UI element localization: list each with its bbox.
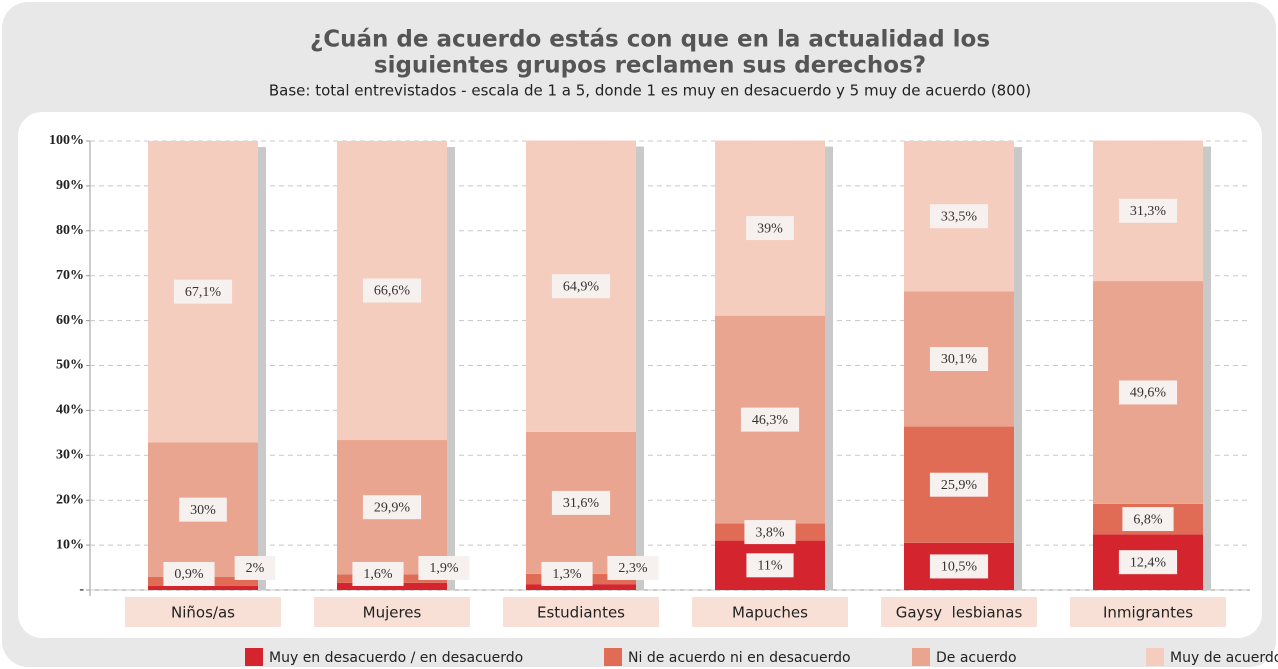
bar-shadow [447,147,455,590]
y-tick-label: 90% [56,178,84,193]
x-tick-label: Gaysy lesbianas [896,604,1023,622]
value-label: 31,3% [1130,204,1167,219]
y-tick-label: 20% [56,492,84,507]
value-label: 1,6% [363,567,393,582]
legend-label: Ni de acuerdo ni en desacuerdo [628,650,851,666]
category-box [314,597,470,627]
bar-shadow [636,146,644,590]
x-tick-label: Mujeres [363,604,422,622]
bar-shadow [1014,147,1022,590]
bar-shadow [258,147,266,590]
value-label: 33,5% [941,209,978,224]
value-label-box [163,562,215,586]
value-label: 6,8% [1133,512,1163,527]
y-tick-label: 30% [56,448,84,463]
value-label-box [173,279,233,304]
x-tick-label: Mapuches [732,604,808,622]
value-label-box [746,216,794,241]
x-tick-label: Niños/as [171,604,235,622]
value-label: 39% [757,221,783,236]
value-label-box [362,278,422,303]
y-tick-label: - [79,582,84,597]
value-label-box [929,346,989,371]
value-label: 30,1% [941,352,978,367]
x-tick-label: Estudiantes [537,604,625,622]
value-label-box [352,562,404,586]
value-label-box [607,556,659,580]
legend-label: Muy en desacuerdo / en desacuerdo [269,650,523,666]
value-label: 66,6% [374,284,411,299]
legend-label: Muy de acuerdo [1170,650,1278,666]
value-label: 46,3% [752,413,789,428]
y-tick-label: 10% [56,537,84,552]
value-label: 3,8% [755,525,785,540]
bar-segment [337,582,447,590]
value-label: 11% [757,559,782,574]
value-label-box [740,407,800,432]
value-label: 29,9% [374,500,411,515]
bar-shadow [825,146,833,590]
value-label: 49,6% [1130,386,1167,401]
value-label: 12,4% [1130,555,1167,570]
value-label-box [746,553,794,578]
value-label: 10,5% [941,560,978,575]
chart-subtitle: Base: total entrevistados - escala de 1 … [269,82,1031,100]
value-label-box [551,490,611,515]
value-label: 25,9% [941,478,978,493]
legend-label: De acuerdo [936,650,1017,666]
y-tick-label: 70% [56,268,84,283]
value-label-box [551,274,611,299]
y-tick-label: 100% [49,133,84,148]
category-box [125,597,281,627]
value-label: 1,3% [552,567,582,582]
value-label-box [362,495,422,520]
y-tick-label: 40% [56,403,84,418]
value-label: 64,9% [563,279,600,294]
value-label-box [1118,380,1178,405]
value-label: 31,6% [563,496,600,511]
value-label-box [541,562,593,586]
bar-shadow [1203,146,1211,590]
x-tick-label: Inmigrantes [1103,604,1193,622]
value-label-box [744,520,796,545]
value-label-box [1118,198,1178,223]
y-tick-label: 60% [56,313,84,328]
category-box [1070,597,1226,627]
legend-swatch [245,648,263,666]
legend-swatch [604,648,622,666]
value-label: 2% [246,561,265,576]
value-label: 0,9% [174,567,204,582]
category-box [692,597,848,627]
value-label: 1,9% [429,561,459,576]
bar-segment [148,585,258,590]
category-box [503,597,659,627]
value-label-box [418,556,470,580]
value-label: 67,1% [185,285,222,300]
legend-swatch [912,648,930,666]
value-label-box [1122,507,1174,532]
value-label-box [929,204,989,229]
value-label-box [929,472,989,497]
value-label-box [234,556,276,580]
y-tick-label: 80% [56,223,84,238]
value-label-box [1118,550,1178,575]
value-label-box [929,554,989,579]
y-tick-label: 50% [56,358,84,373]
legend-swatch [1146,648,1164,666]
chart-title: ¿Cuán de acuerdo estás con que en la act… [310,27,990,53]
category-box [881,597,1037,627]
bar-segment [526,584,636,590]
value-label-box [179,497,227,522]
value-label: 2,3% [618,561,648,576]
value-label: 30% [190,503,216,518]
chart-title: siguientes grupos reclamen sus derechos? [374,53,926,79]
